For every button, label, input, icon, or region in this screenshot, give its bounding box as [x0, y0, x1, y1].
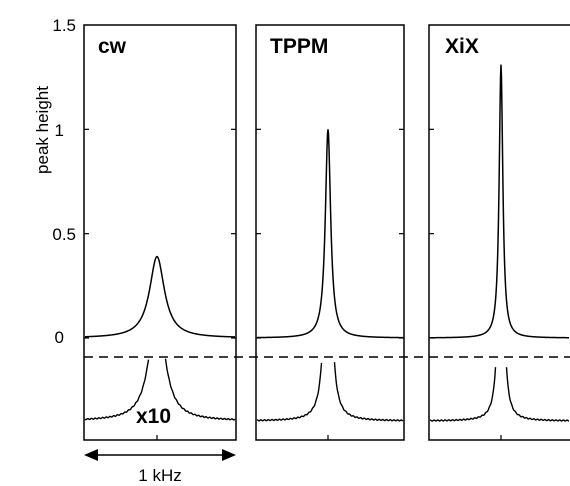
magnified-spectrum-line	[256, 362, 323, 422]
scale-bar-left-arrow	[84, 449, 98, 461]
magnified-spectrum-line	[164, 358, 236, 421]
spectrum-line	[84, 255, 236, 338]
panel-label-cw: cw	[98, 35, 127, 58]
scale-bar-label: 1 kHz	[138, 466, 181, 485]
panel-cw	[83, 24, 237, 441]
panel-label-tppm: TPPM	[270, 35, 328, 58]
magnification-label: x10	[136, 405, 171, 428]
magnified-spectrum-line	[84, 359, 150, 421]
magnified-spectrum-line	[333, 361, 404, 422]
panel-frame	[428, 24, 570, 441]
y-tick-label-0-5: 0.5	[52, 225, 76, 244]
panel-frame	[255, 24, 405, 441]
scale-bar-right-arrow	[222, 449, 236, 461]
magnified-spectrum-line	[429, 367, 497, 422]
y-tick-label-0: 0	[55, 328, 64, 347]
y-tick-label-1-5: 1.5	[52, 16, 76, 35]
magnified-spectrum-line	[505, 367, 570, 422]
panel-frame	[83, 24, 237, 441]
spectrum-line	[256, 129, 403, 339]
y-tick-label-1: 1	[55, 121, 64, 140]
y-axis-label: peak height	[33, 86, 52, 174]
panel-tppm	[255, 24, 405, 441]
spectrum-line	[429, 64, 569, 339]
panel-xix	[428, 24, 570, 441]
panel-label-xix: XiX	[445, 35, 479, 58]
